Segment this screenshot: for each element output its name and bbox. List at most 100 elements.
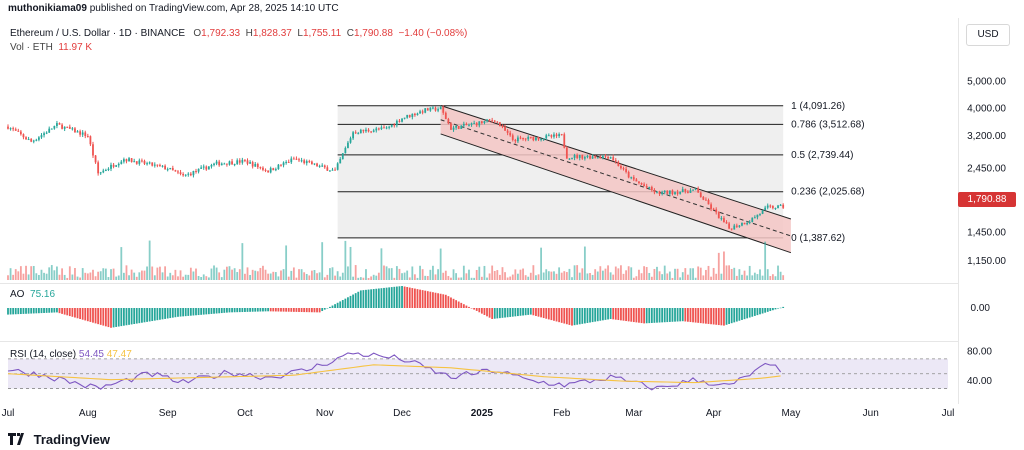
volume-bar [76, 276, 79, 280]
ao-bar [189, 308, 192, 316]
ao-bar [128, 308, 130, 325]
volume-bar [146, 266, 148, 280]
ao-bar [632, 308, 635, 323]
volume-bar [274, 272, 277, 280]
ao-bar [658, 308, 661, 323]
pane-divider[interactable] [0, 283, 958, 284]
low-label: L [297, 28, 303, 39]
volume-bar [135, 276, 138, 280]
volume-bar [640, 273, 643, 280]
ao-bar [622, 308, 625, 321]
candle-body [661, 192, 664, 195]
candle-body [22, 134, 25, 138]
volume-bar [45, 273, 48, 280]
time-tick-label: 2025 [471, 408, 494, 419]
symbol-name[interactable]: Ethereum / U.S. Dollar · 1D · BINANCE [10, 28, 186, 39]
ao-bar [359, 290, 362, 308]
candle-body [45, 132, 48, 134]
volume-bar [122, 272, 125, 280]
candle-body [25, 137, 27, 140]
ao-bar [596, 308, 599, 322]
time-tick-label: Dec [393, 408, 411, 419]
volume-bar [573, 265, 576, 280]
volume-bar [89, 272, 92, 280]
volume-bar [743, 270, 746, 280]
ao-bar [102, 308, 105, 326]
candle-body [267, 170, 270, 173]
volume-bar [444, 270, 447, 280]
volume-bar [620, 265, 622, 280]
candle-body [97, 162, 100, 174]
candle-body [403, 117, 406, 119]
candle-body [287, 161, 290, 163]
currency-button[interactable]: USD [966, 24, 1010, 46]
candle-body [578, 155, 581, 158]
ao-bar [38, 308, 40, 314]
ao-label[interactable]: AO [10, 289, 25, 300]
candle-body [17, 130, 20, 132]
candle-body [115, 165, 118, 167]
ao-bar [182, 308, 185, 317]
candle-body [377, 128, 380, 130]
volume-bars [7, 240, 785, 280]
ao-bar [766, 308, 769, 312]
candle-body [148, 162, 151, 164]
volume-label[interactable]: Vol · ETH [10, 42, 53, 53]
ao-bar [712, 308, 715, 325]
candle-body [295, 158, 298, 160]
candle-body [447, 119, 450, 124]
candle-body [527, 136, 530, 140]
rsi-label[interactable]: RSI (14, close) [10, 349, 77, 360]
ao-bar [40, 308, 43, 314]
volume-bar [295, 277, 298, 280]
ao-bar [22, 308, 25, 314]
volume-bar [457, 277, 460, 280]
candle-body [259, 167, 262, 169]
candle-body [457, 125, 460, 129]
volume-bar [612, 274, 615, 280]
fibonacci-retracement[interactable]: 1 (4,091.26) 0.786 (3,512.68) 0.5 (2,739.4… [337, 101, 865, 244]
ao-bar [465, 305, 468, 308]
volume-bar [589, 272, 591, 280]
volume-bar [426, 275, 429, 280]
candle-body [658, 191, 661, 195]
volume-bar [380, 248, 383, 280]
candle-body [725, 222, 728, 224]
ao-bar [681, 308, 684, 322]
candle-body [553, 134, 555, 137]
ao-bar [493, 308, 496, 319]
candle-body [53, 125, 56, 129]
volume-bar [207, 277, 210, 280]
candle-body [429, 107, 432, 111]
tradingview-brand[interactable]: TradingView [8, 432, 110, 448]
time-tick-label: Nov [316, 408, 334, 419]
ao-bar [707, 308, 710, 324]
ao-bar [9, 308, 12, 315]
volume-bar [262, 265, 264, 280]
ao-bar [748, 308, 751, 318]
time-axis[interactable]: Jul Aug Sep Oct Nov Dec 2025 Feb Mar Apr May Jun Jul [2, 408, 955, 419]
candle-body [653, 190, 656, 193]
ao-bar [256, 308, 259, 312]
candle-body [207, 166, 210, 170]
volume-bar [393, 277, 396, 280]
volume-bar [241, 243, 244, 280]
ao-legend: AO 75.16 [10, 289, 55, 300]
candle-body [671, 190, 674, 195]
channel-lower-line [440, 133, 792, 254]
volume-bar [717, 252, 720, 280]
candle-body [468, 124, 470, 126]
ao-bar [635, 308, 638, 323]
pane-divider[interactable] [0, 341, 958, 342]
candle-body [416, 113, 419, 116]
volume-bar [542, 272, 545, 280]
volume-bar [331, 267, 334, 280]
ao-bar [715, 308, 718, 325]
price-axis[interactable]: 5,000.00 4,000.00 3,200.00 2,450.00 1,450.00… [967, 76, 1006, 267]
volume-bar [313, 270, 316, 280]
candle-body [676, 192, 679, 194]
candle-body [370, 131, 373, 133]
candle-body [236, 160, 239, 165]
volume-bar [650, 276, 653, 280]
